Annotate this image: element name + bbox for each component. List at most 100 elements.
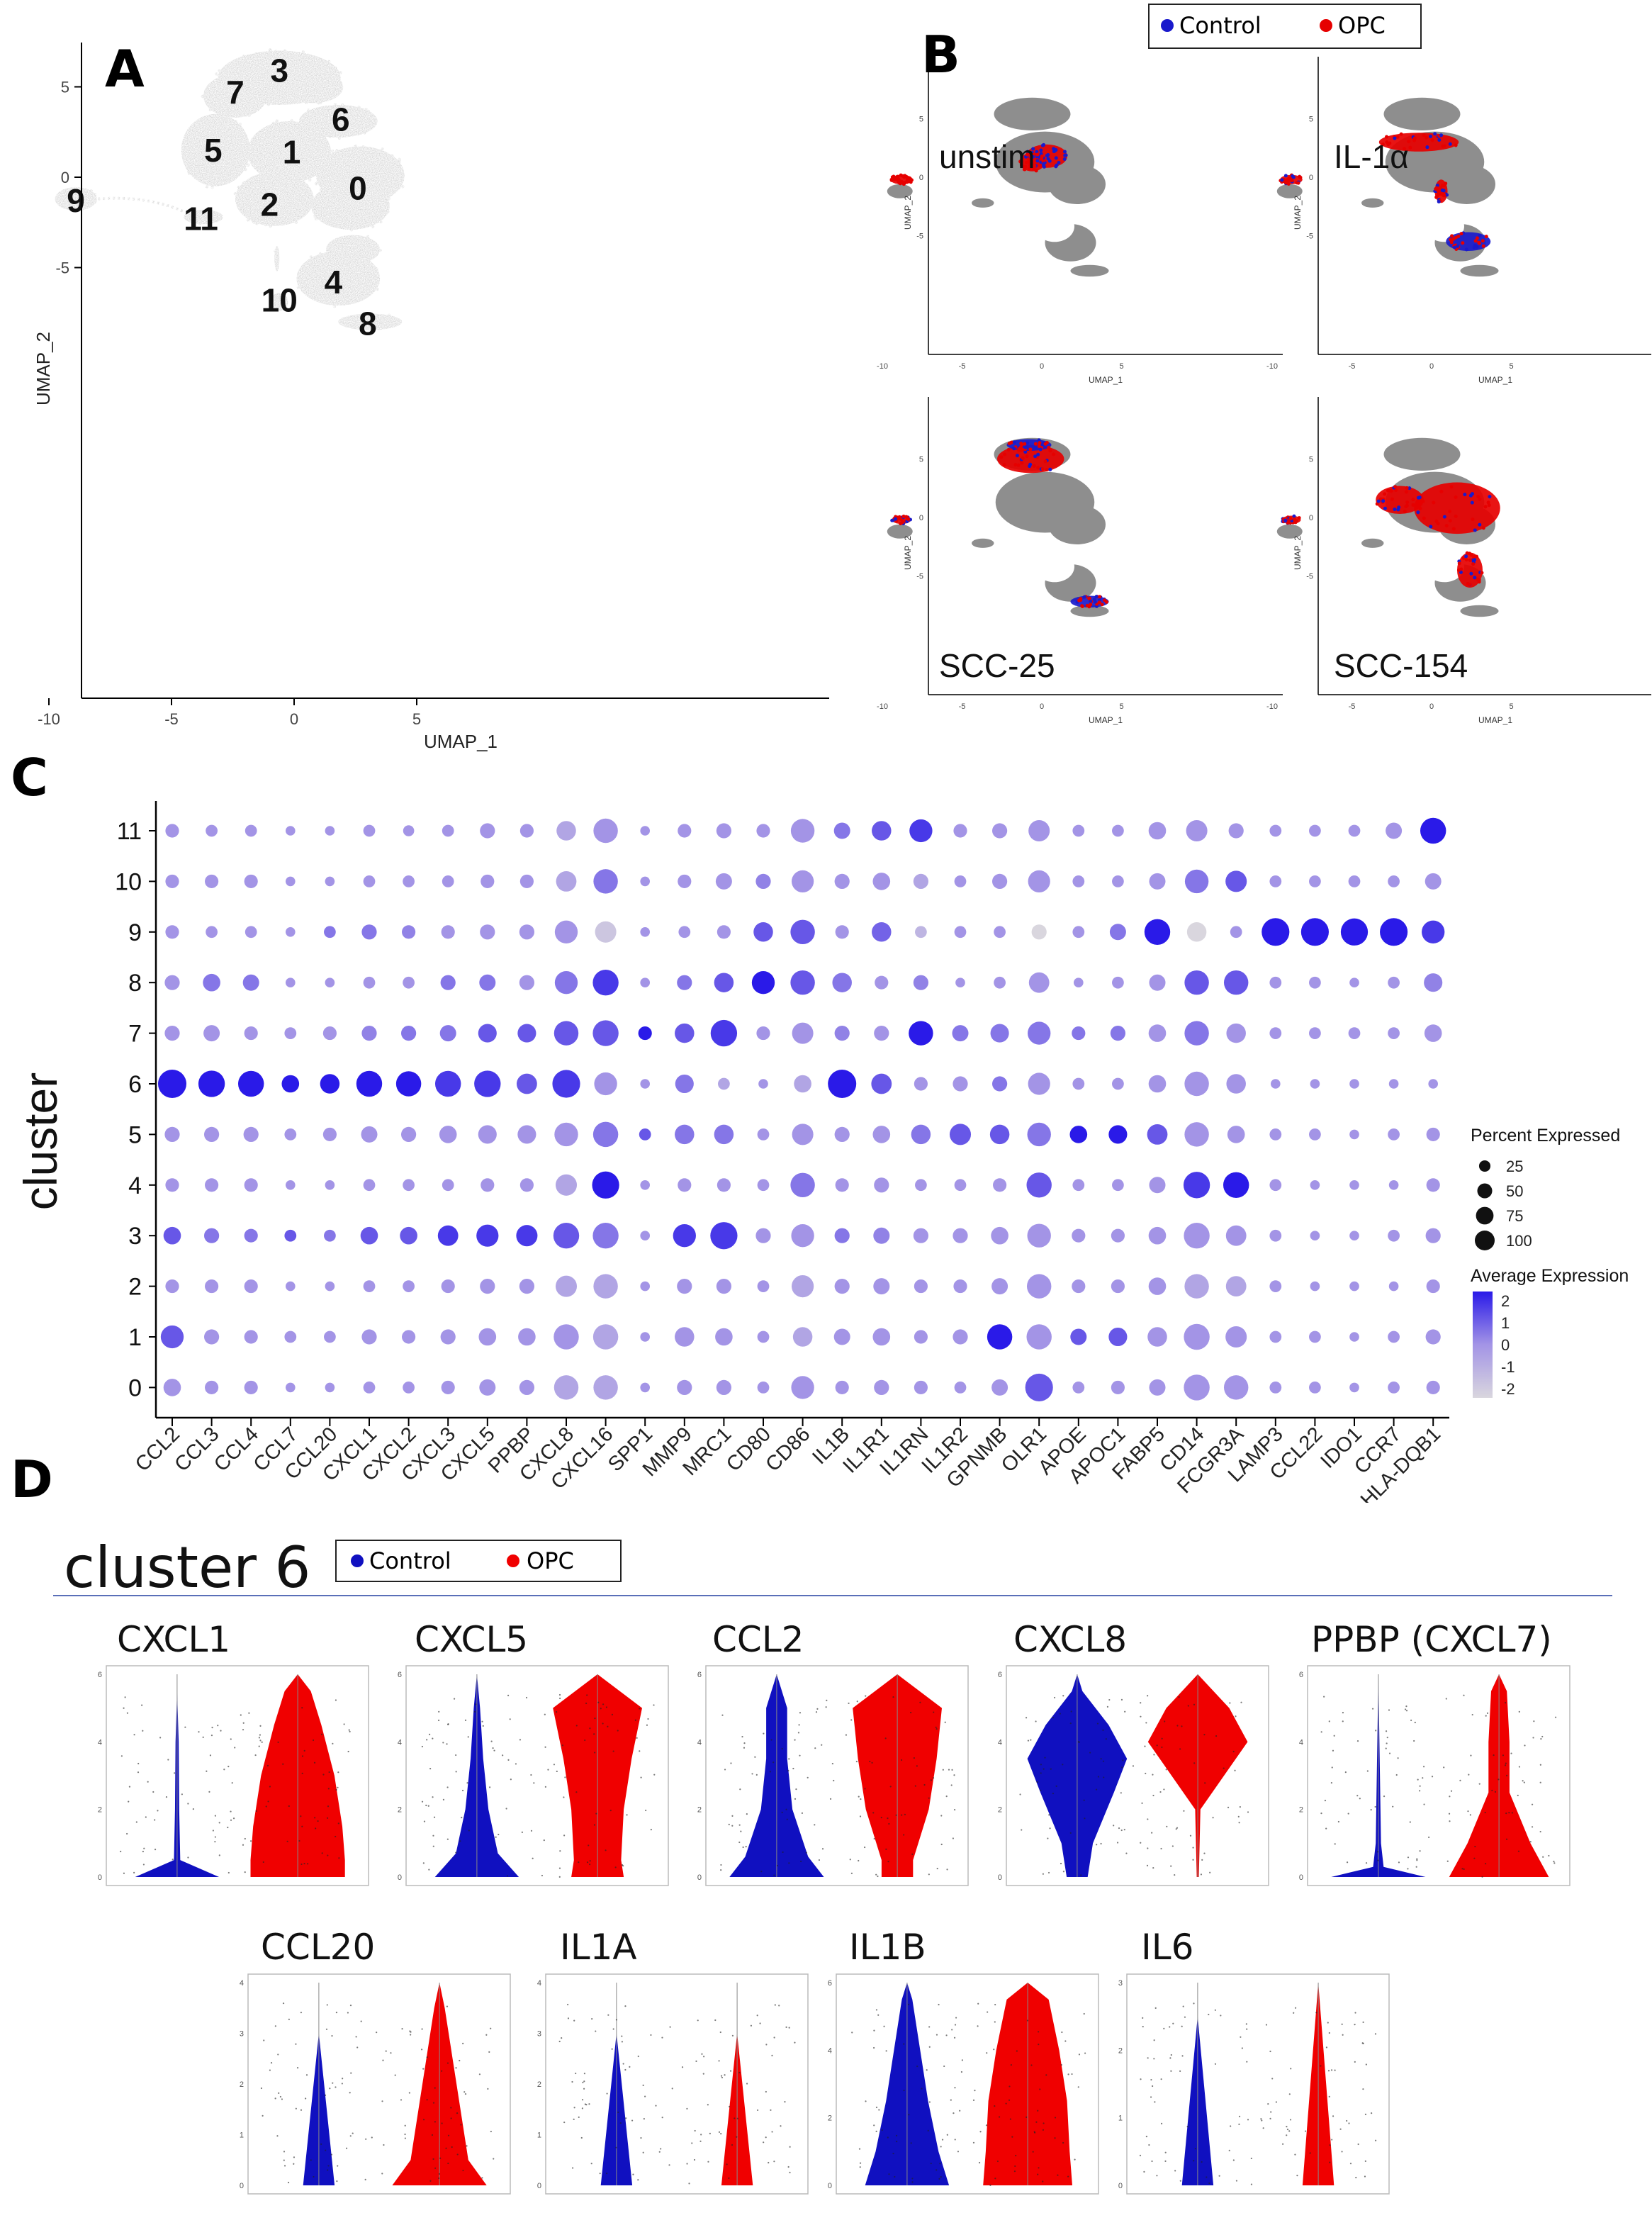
dotplot-dots <box>158 817 1446 1401</box>
dot-10-IL1R1 <box>872 873 891 890</box>
dot-5-CD80 <box>757 1128 770 1141</box>
dot-3-CD14 <box>1184 1222 1210 1249</box>
cluster-label-7: 7 <box>226 74 245 111</box>
dot-6-IL1RN <box>914 1077 928 1091</box>
facet-x-tick: 0 <box>1040 702 1044 711</box>
dot-2-MMP9 <box>677 1278 692 1294</box>
dot-1-FABP5 <box>1147 1327 1167 1347</box>
dot-7-CCL3 <box>203 1025 220 1042</box>
dot-4-CCL4 <box>244 1178 258 1192</box>
dot-0-CCR7 <box>1388 1382 1400 1394</box>
violin-gene-il1a: IL1A <box>560 1927 637 1968</box>
dot-3-IL1RN <box>913 1228 929 1243</box>
dot-6-IL1R2 <box>953 1076 968 1092</box>
cluster-tick-label: 5 <box>128 1121 142 1148</box>
dot-6-IL1R1 <box>871 1073 892 1094</box>
opc-dot-icon <box>507 1554 519 1567</box>
dot-8-IL1RN <box>913 975 929 990</box>
dot-1-CXCL8 <box>554 1324 579 1350</box>
dot-7-IL1R1 <box>874 1025 889 1041</box>
violin-y-tick: 0 <box>697 1873 702 1882</box>
cluster-tick-label: 2 <box>128 1274 142 1301</box>
dot-7-FABP5 <box>1148 1024 1167 1042</box>
facet-title: unstim <box>939 138 1035 175</box>
dot-2-CCL20 <box>325 1281 335 1292</box>
dot-1-CCL4 <box>244 1330 258 1344</box>
size-legend-value: 25 <box>1506 1158 1523 1175</box>
dot-0-APOC1 <box>1111 1380 1125 1394</box>
dot-6-CCL2 <box>158 1070 186 1098</box>
dot-10-FCGR3A <box>1225 870 1247 892</box>
dot-2-APOC1 <box>1111 1279 1125 1294</box>
dot-5-APOE <box>1069 1126 1088 1143</box>
dot-4-LAMP3 <box>1269 1179 1282 1192</box>
dot-8-CXCL3 <box>440 975 456 990</box>
violin-y-tick: 4 <box>998 1738 1002 1747</box>
cluster-tick-label: 11 <box>117 818 142 845</box>
dot-10-CD86 <box>791 870 814 893</box>
panel-label-d: D <box>11 1450 53 1509</box>
dot-8-APOC1 <box>1112 976 1124 989</box>
facet-y-label: UMAP_2 <box>1293 196 1303 230</box>
dot-6-CXCL2 <box>395 1071 422 1097</box>
dot-5-IL1R2 <box>949 1124 972 1145</box>
dot-4-CCL2 <box>165 1178 179 1192</box>
dot-5-OLR1 <box>1027 1122 1051 1147</box>
size-legend-title: Percent Expressed <box>1471 1126 1620 1145</box>
dot-9-CXCL2 <box>402 925 416 939</box>
dot-6-FCGR3A <box>1226 1074 1246 1094</box>
facet-y-tick: 5 <box>1309 456 1313 464</box>
violin-y-tick: 6 <box>98 1671 102 1679</box>
dot-9-CCL3 <box>206 926 218 939</box>
dot-1-MRC1 <box>715 1328 733 1346</box>
dot-6-APOE <box>1072 1077 1085 1090</box>
dot-5-MRC1 <box>714 1124 734 1145</box>
cluster-cloud-9 <box>55 187 97 211</box>
dot-5-PPBP <box>517 1125 536 1144</box>
dot-1-IL1RN <box>914 1330 928 1344</box>
cluster-cloud-2 <box>235 172 314 226</box>
cluster-tick-label: 8 <box>128 970 142 997</box>
dot-8-CCL22 <box>1309 976 1321 989</box>
dot-6-CD80 <box>758 1079 768 1089</box>
legend-control-label: Control <box>369 1547 451 1574</box>
dot-11-MMP9 <box>678 824 692 838</box>
dot-9-PPBP <box>519 924 535 940</box>
dot-0-IL1R1 <box>874 1379 889 1396</box>
dot-7-IL1B <box>834 1025 850 1041</box>
violin-y-tick: 6 <box>998 1671 1002 1679</box>
dot-5-CCL3 <box>203 1126 220 1143</box>
dot-4-CCL3 <box>205 1178 219 1192</box>
legend-opc-label: OPC <box>527 1547 574 1574</box>
dot-6-CCR7 <box>1388 1079 1399 1089</box>
dot-2-CD86 <box>791 1274 814 1298</box>
dot-4-IL1R2 <box>954 1179 967 1192</box>
dot-8-OLR1 <box>1028 972 1050 993</box>
panel-label-c: C <box>11 748 48 807</box>
dot-3-APOC1 <box>1111 1228 1125 1243</box>
dot-6-CD86 <box>794 1075 811 1093</box>
dot-11-CD86 <box>790 819 815 843</box>
dot-8-FCGR3A <box>1223 970 1249 995</box>
dot-5-IL1B <box>834 1126 850 1143</box>
dot-6-MRC1 <box>718 1077 730 1090</box>
dot-9-GPNMB <box>994 926 1006 939</box>
dot-10-CXCL3 <box>442 875 454 887</box>
facet-y-tick: 0 <box>1309 514 1313 522</box>
dot-4-CXCL2 <box>403 1179 415 1192</box>
dot-4-CXCL5 <box>481 1178 495 1192</box>
violin-y-tick: 0 <box>537 2182 541 2190</box>
dot-11-CD80 <box>756 824 770 838</box>
legend-opc-label: OPC <box>1338 12 1386 39</box>
dot-1-IL1B <box>833 1328 850 1345</box>
dot-4-CXCL8 <box>555 1174 578 1196</box>
dot-8-CXCL8 <box>554 971 578 995</box>
dot-11-MRC1 <box>716 823 732 839</box>
dot-3-FABP5 <box>1148 1226 1167 1245</box>
dot-4-CD14 <box>1183 1172 1210 1199</box>
facet-3: -10 -5 0 5 5 0 -5 UMAP_1 UMAP_2 SCC-154 <box>1266 397 1651 725</box>
size-legend-dot <box>1478 1160 1491 1172</box>
dot-0-MRC1 <box>716 1379 732 1396</box>
